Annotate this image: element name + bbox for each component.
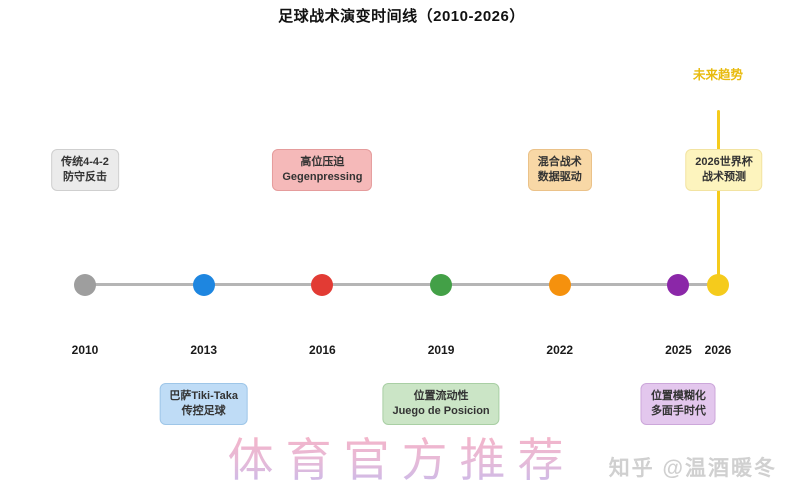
annotation-line: 高位压迫 bbox=[300, 156, 345, 168]
annotation-line: 混合战术 bbox=[537, 156, 582, 168]
future-trend-line bbox=[716, 110, 720, 284]
annotation-line: 巴萨Tiki-Taka bbox=[169, 390, 239, 402]
year-label-2019: 2019 bbox=[427, 343, 455, 357]
annotation-line: 位置模糊化 bbox=[650, 390, 706, 402]
annotation-box-2010: 传统4-4-2 防守反击 bbox=[51, 149, 119, 191]
annotation-box-2013: 巴萨Tiki-Taka 传控足球 bbox=[159, 383, 249, 425]
annotation-line: 数据驱动 bbox=[537, 171, 582, 183]
year-label-2025: 2025 bbox=[665, 343, 692, 357]
year-label-2013: 2013 bbox=[190, 343, 218, 357]
annotation-line: 2026世界杯 bbox=[695, 156, 753, 168]
timeline-dot-2026 bbox=[707, 273, 729, 296]
timeline-dot-2010 bbox=[74, 273, 96, 296]
annotation-line: 战术预测 bbox=[701, 171, 746, 183]
annotation-line: 防守反击 bbox=[63, 171, 107, 183]
watermark-text: 体育官方推荐 bbox=[228, 424, 576, 490]
timeline-dot-2013 bbox=[192, 273, 215, 296]
timeline-dot-2016 bbox=[311, 273, 334, 296]
year-label-2016: 2016 bbox=[309, 343, 336, 357]
annotation-line: 传统4-4-2 bbox=[61, 156, 109, 168]
timeline-dot-2025 bbox=[667, 273, 690, 296]
chart-title: 足球战术演变时间线（2010-2026） bbox=[278, 8, 525, 25]
future-trend-label: 未来趋势 bbox=[692, 68, 743, 82]
year-label-2022: 2022 bbox=[546, 343, 574, 357]
annotation-line: Gegenpressing bbox=[282, 171, 363, 183]
year-label-2010: 2010 bbox=[71, 343, 99, 357]
annotation-line: 传控足球 bbox=[181, 405, 226, 417]
credit-text: 知乎 @温酒暖冬 bbox=[608, 457, 777, 480]
annotation-box-2016: 高位压迫 Gegenpressing bbox=[272, 149, 373, 191]
annotation-box-2026: 2026世界杯 战术预测 bbox=[685, 149, 763, 191]
annotation-line: 多面手时代 bbox=[650, 405, 706, 417]
annotation-line: Juego de Posicion bbox=[392, 405, 490, 417]
year-label-2026: 2026 bbox=[704, 343, 732, 357]
annotation-box-2025: 位置模糊化多面手时代 bbox=[640, 383, 716, 425]
timeline-dot-2019 bbox=[430, 273, 453, 296]
annotation-line: 位置流动性 bbox=[413, 390, 469, 402]
annotation-box-2019: 位置流动性 Juego de Posicion bbox=[382, 383, 500, 425]
timeline-axis bbox=[85, 283, 718, 286]
annotation-box-2022: 混合战术 数据驱动 bbox=[527, 149, 592, 191]
timeline-dot-2022 bbox=[548, 273, 571, 296]
